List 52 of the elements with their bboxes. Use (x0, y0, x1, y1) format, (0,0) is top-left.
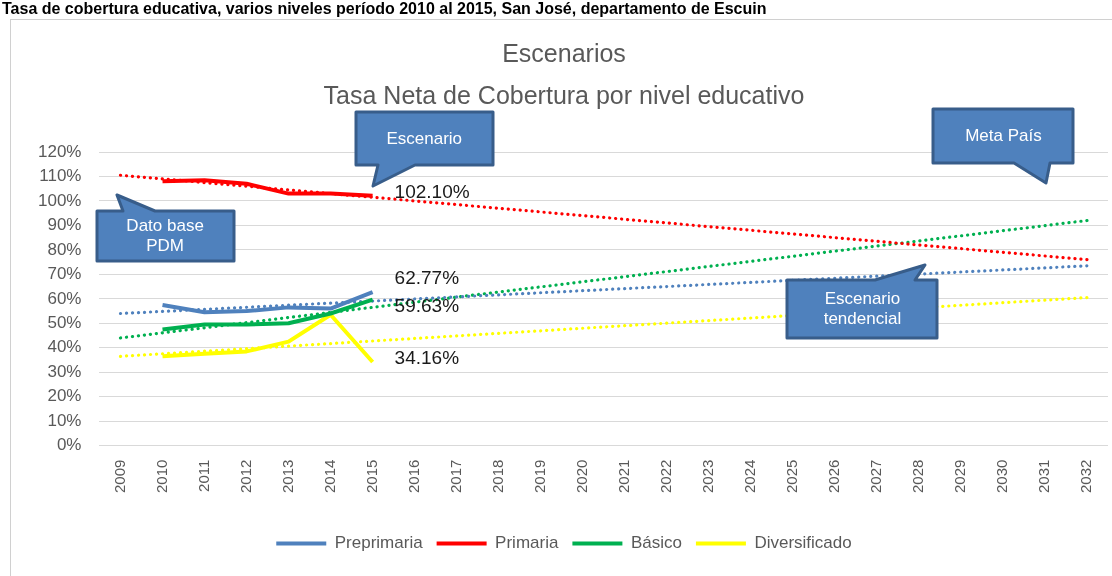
annotation: Dato base PDM (125, 216, 205, 257)
x-tick-label: 2031 (1035, 459, 1053, 494)
x-tick-label: 2023 (698, 459, 716, 494)
x-tick-label: 2015 (362, 459, 380, 494)
x-tick-label: 2017 (446, 459, 464, 494)
x-tick-label: 2026 (825, 459, 842, 494)
x-tick-label: 2016 (404, 459, 422, 494)
data-label: 59.63% (394, 295, 460, 317)
data-label: 62.77% (394, 267, 460, 289)
text: Escenario (385, 128, 464, 149)
y-tick-label: 80% (47, 239, 82, 259)
x-tick-label: 2025 (782, 459, 800, 494)
y-tick-label: 60% (47, 288, 82, 308)
x-tick-label: 2027 (867, 459, 885, 494)
x-tick-label: 2024 (740, 459, 758, 494)
x-tick-label: 2028 (909, 459, 927, 494)
x-tick-label: 2030 (993, 459, 1011, 494)
legend-label: Primaria (495, 533, 559, 553)
x-tick-label: 2020 (572, 459, 590, 494)
y-tick-label: 30% (47, 361, 82, 381)
y-tick-label: 0% (56, 435, 82, 455)
y-tick-label: 70% (47, 264, 82, 284)
x-tick-label: 2009 (110, 459, 128, 494)
text: Meta País (964, 126, 1043, 147)
chart-title: Escenarios (502, 38, 626, 67)
y-tick-label: 50% (47, 312, 82, 332)
x-tick-label: 2010 (152, 459, 170, 494)
legend-label: Básico (630, 533, 682, 553)
x-tick-label: 2032 (1077, 459, 1095, 494)
x-tick-label: 2014 (320, 459, 338, 494)
data-label: 34.16% (394, 347, 460, 369)
legend-label: Diversificado (754, 533, 852, 553)
y-tick-label: 20% (47, 386, 82, 406)
x-tick-label: 2029 (951, 459, 969, 494)
text: Tasa de cobertura educativa, varios niveles período 2010 al 2015, San José, departamento de Escuin (2, 0, 767, 18)
x-tick-label: 2021 (614, 459, 632, 494)
x-tick-label: 2018 (488, 459, 506, 494)
annotation: Escenario tendencial (822, 289, 903, 330)
y-tick-label: 100% (38, 190, 82, 210)
x-tick-label: 2012 (236, 459, 254, 494)
y-tick-label: 120% (38, 141, 82, 161)
y-tick-label: 110% (39, 166, 82, 186)
data-label: 102.10% (394, 181, 470, 203)
y-tick-label: 10% (47, 410, 82, 430)
y-tick-label: 90% (47, 215, 82, 235)
x-tick-label: 2011 (194, 459, 212, 492)
y-tick-label: 40% (47, 337, 82, 357)
x-tick-label: 2013 (278, 459, 296, 494)
legend-label: Preprimaria (334, 533, 424, 553)
chart-subtitle: Tasa Neta de Cobertura por nivel educativo (323, 80, 805, 109)
x-tick-label: 2019 (530, 459, 548, 494)
x-tick-label: 2022 (656, 459, 674, 494)
